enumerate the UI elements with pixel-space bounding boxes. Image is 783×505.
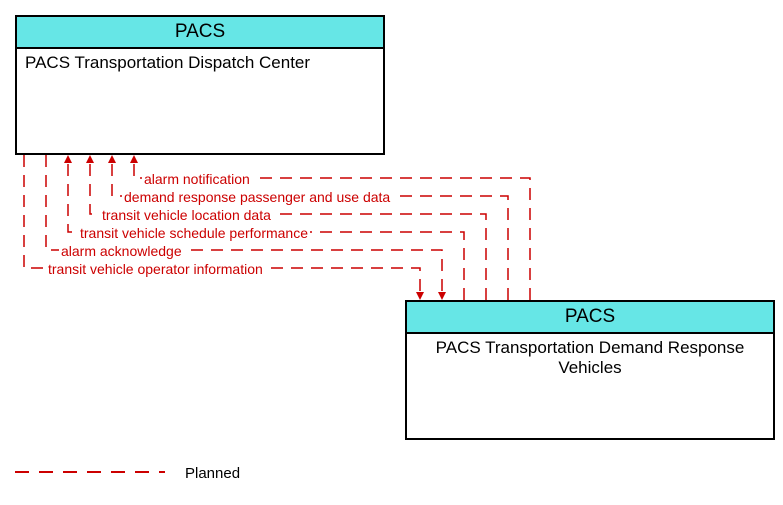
legend-label: Planned (185, 465, 240, 482)
flow-label: alarm acknowledge (59, 244, 184, 258)
flow-label: demand response passenger and use data (122, 190, 392, 204)
node-b-body: PACS Transportation Demand Response Vehi… (407, 334, 773, 383)
flow-label: transit vehicle location data (100, 208, 273, 222)
flow-label: transit vehicle operator information (46, 262, 265, 276)
flow-label: alarm notification (142, 172, 252, 186)
node-a-header: PACS (17, 17, 383, 49)
flow-label: transit vehicle schedule performance (78, 226, 310, 240)
node-pacs-demand-response-vehicles: PACS PACS Transportation Demand Response… (405, 300, 775, 440)
node-a-body: PACS Transportation Dispatch Center (17, 49, 383, 77)
node-b-header: PACS (407, 302, 773, 334)
node-pacs-dispatch-center: PACS PACS Transportation Dispatch Center (15, 15, 385, 155)
